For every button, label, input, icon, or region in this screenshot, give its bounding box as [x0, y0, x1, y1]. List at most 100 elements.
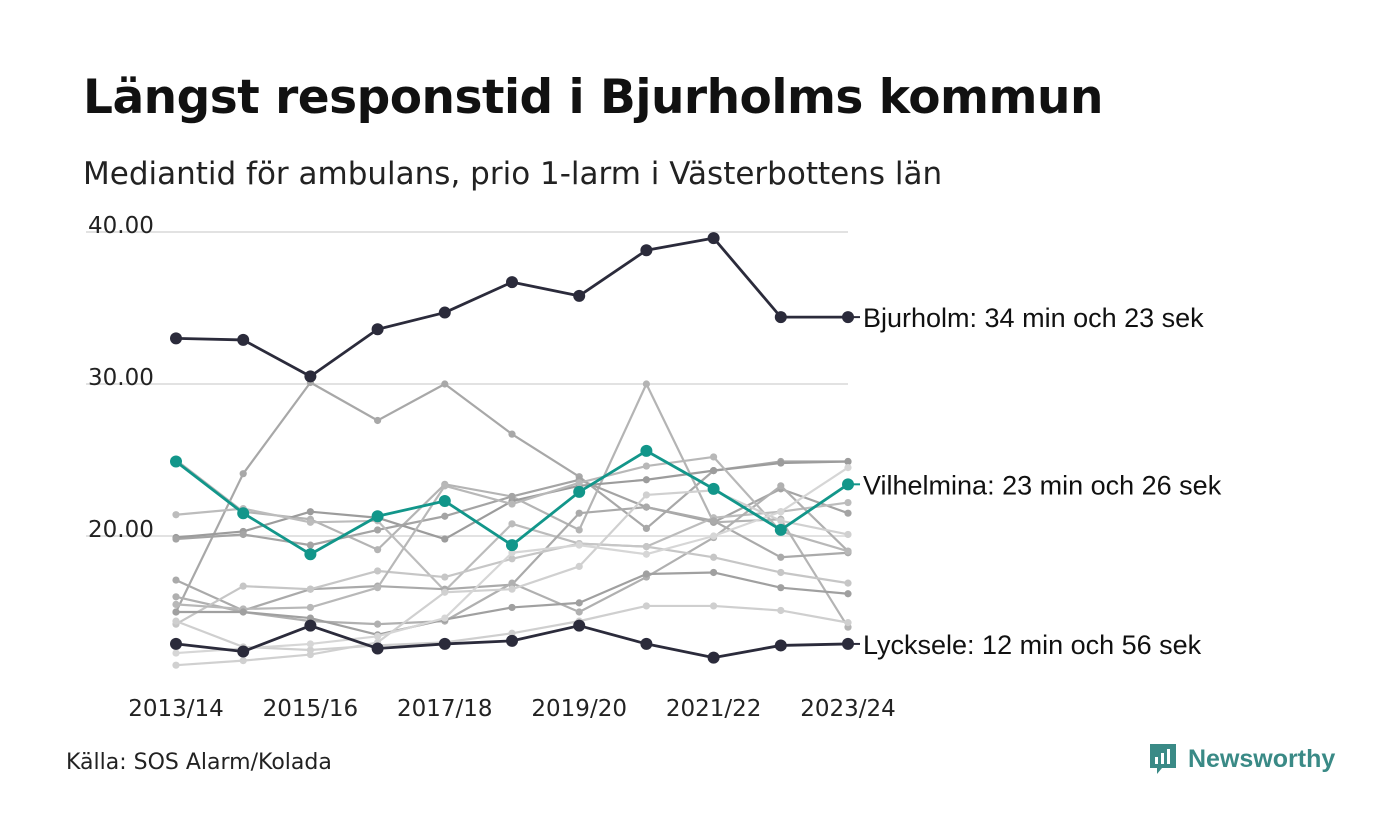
data-point	[777, 568, 785, 577]
series-label-lycksele: Lycksele: 12 min och 56 sek	[863, 630, 1202, 660]
x-axis-ticks: 2013/14 2015/16 2017/18 2019/20 2021/22 2023/…	[128, 696, 896, 722]
data-point	[844, 457, 852, 466]
data-point	[508, 629, 516, 637]
data-point	[710, 453, 718, 461]
data-point	[640, 244, 653, 257]
data-point	[844, 498, 852, 507]
data-point	[306, 640, 314, 648]
data-point	[844, 590, 852, 598]
data-point	[508, 430, 516, 438]
data-point	[777, 459, 785, 467]
data-point	[170, 455, 182, 468]
data-point	[438, 637, 451, 650]
data-point	[777, 606, 785, 615]
data-point	[640, 637, 653, 650]
y-tick-label: 20.00	[88, 517, 154, 543]
data-point	[306, 518, 314, 526]
data-point	[573, 485, 586, 498]
data-point	[172, 600, 180, 609]
data-point	[774, 311, 787, 324]
series-line	[175, 236, 848, 378]
data-point	[441, 512, 449, 520]
data-point	[441, 535, 449, 543]
data-point	[374, 632, 382, 640]
series-vilhelmina	[170, 444, 854, 561]
y-tick-label: 30.00	[88, 365, 154, 391]
data-point	[707, 232, 720, 245]
data-point	[575, 479, 583, 487]
data-point	[575, 608, 583, 616]
data-point	[642, 524, 651, 533]
data-point	[306, 603, 314, 612]
series-label-bjurholm: Bjurholm: 34 min och 23 sek	[863, 303, 1204, 333]
data-point	[642, 543, 651, 551]
data-point	[710, 568, 718, 577]
data-point	[777, 508, 785, 516]
data-point	[642, 550, 651, 558]
data-point	[239, 657, 247, 665]
data-point	[374, 526, 382, 534]
data-point	[707, 482, 720, 495]
background-series-line	[172, 464, 852, 657]
background-series-line	[172, 453, 852, 613]
newsworthy-logo[interactable]: Newsworthy	[1148, 742, 1335, 776]
data-point	[172, 649, 180, 657]
data-point	[441, 588, 449, 596]
data-point	[844, 619, 852, 627]
data-point	[640, 444, 653, 457]
data-point	[642, 570, 651, 578]
data-point	[237, 333, 250, 346]
data-point	[777, 517, 785, 525]
series-label-vilhelmina: Vilhelmina: 23 min och 26 sek	[863, 470, 1222, 500]
data-point	[371, 323, 384, 336]
data-point	[172, 608, 180, 616]
x-tick-label: 2013/14	[128, 696, 224, 722]
data-point	[172, 661, 180, 669]
data-point	[237, 645, 250, 658]
data-point	[642, 462, 651, 470]
source-note: Källa: SOS Alarm/Kolada	[66, 750, 332, 775]
data-point	[374, 567, 382, 575]
data-point	[441, 482, 449, 490]
background-series-line	[172, 457, 852, 543]
data-point	[172, 576, 180, 584]
chart-subtitle: Mediantid för ambulans, prio 1-larm i Vä…	[83, 156, 943, 192]
data-point	[777, 553, 785, 561]
data-point	[306, 508, 314, 516]
data-point	[304, 548, 317, 561]
data-point	[506, 634, 518, 647]
data-point	[508, 555, 516, 563]
x-tick-label: 2019/20	[531, 696, 627, 722]
data-point	[508, 603, 516, 612]
data-point	[573, 289, 586, 302]
data-point	[642, 491, 651, 499]
data-point	[374, 546, 382, 554]
data-point	[438, 495, 451, 508]
data-point	[170, 332, 182, 345]
data-point	[642, 503, 651, 511]
data-point	[371, 642, 384, 655]
y-tick-label: 40.00	[88, 213, 154, 239]
data-point	[371, 510, 384, 523]
data-point	[374, 620, 382, 628]
brand-name: Newsworthy	[1188, 744, 1336, 773]
x-tick-label: 2017/18	[397, 696, 493, 722]
series-bjurholm	[170, 232, 854, 383]
data-point	[374, 584, 382, 592]
data-point	[575, 526, 583, 534]
data-point	[304, 619, 317, 632]
data-point	[844, 579, 852, 587]
data-point	[642, 602, 651, 610]
data-point	[575, 599, 583, 607]
y-axis-ticks: 20.00 30.00 40.00	[88, 213, 154, 543]
data-point	[710, 467, 718, 475]
grid-lines	[86, 231, 848, 537]
data-point	[239, 530, 247, 539]
data-point	[573, 619, 586, 632]
x-tick-label: 2023/24	[800, 696, 896, 722]
data-point	[172, 535, 180, 543]
data-point	[844, 509, 852, 517]
data-point	[306, 541, 314, 549]
data-point	[239, 582, 247, 590]
